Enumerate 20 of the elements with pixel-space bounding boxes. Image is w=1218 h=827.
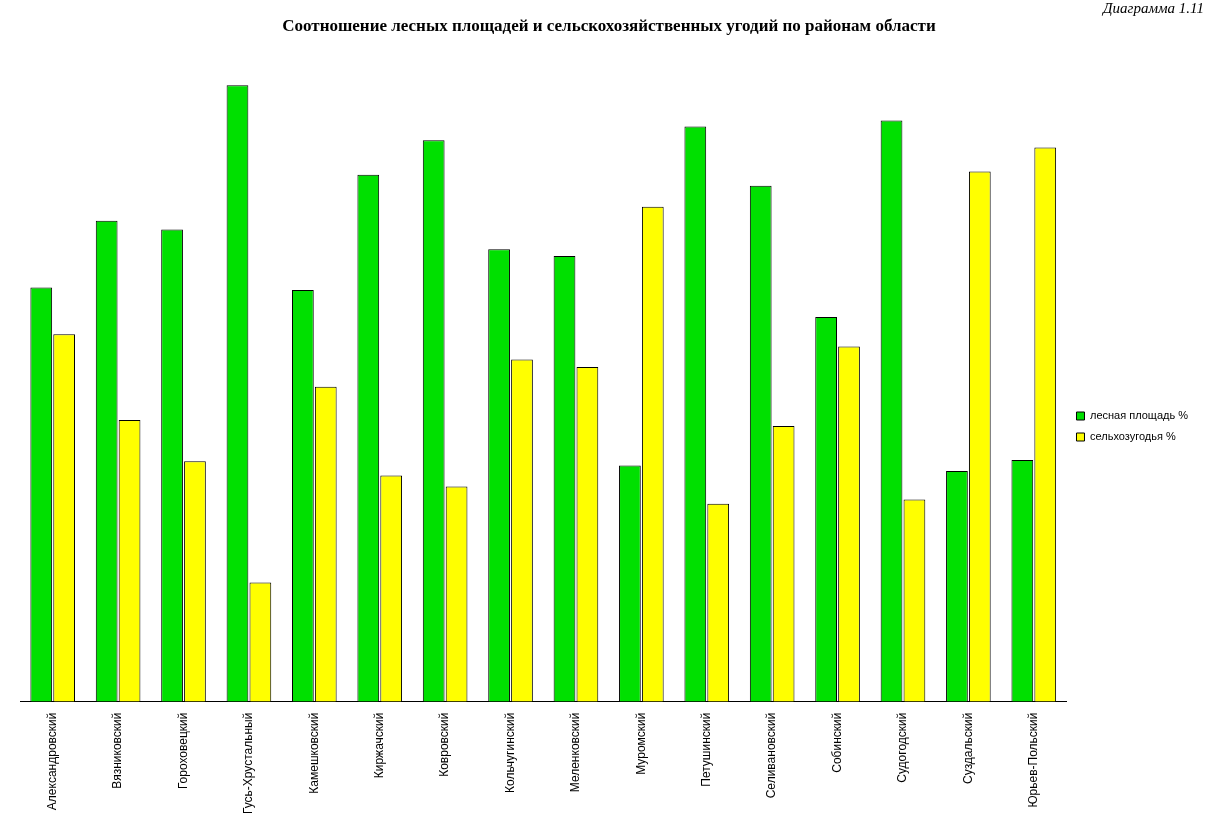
x-tick-label: Гороховецкий <box>175 712 190 790</box>
x-tick-label: Судогодский <box>895 712 910 783</box>
x-tick-label: Суздальский <box>960 712 975 785</box>
x-tick-label: Гусь-Хрустальный <box>241 712 256 815</box>
x-tick-label: Вязниковский <box>110 712 125 789</box>
text: Диаграмма 1.11 <box>1103 0 1204 17</box>
legend-label: лесная площадь % <box>1089 409 1189 422</box>
x-tick-label: Камешковский <box>306 712 321 794</box>
chart-title: Соотношение лесных площадей и сельскохозяйственных угодий по районам области <box>281 16 937 36</box>
x-tick-label: Ковровский <box>437 712 452 777</box>
legend-label: сельхозугодья % <box>1089 430 1176 443</box>
x-tick-label: Александровский <box>45 712 60 811</box>
x-tick-label: Кольчугинский <box>502 712 517 794</box>
x-tick-label: Киржачский <box>372 712 387 779</box>
x-tick-label: Петушинский <box>699 712 714 787</box>
x-tick-label: Муромский <box>633 712 648 775</box>
x-tick-label: Юрьев-Польский <box>1026 712 1041 808</box>
x-tick-label: Селивановский <box>764 712 779 799</box>
x-tick-label: Собинский <box>829 712 844 773</box>
x-tick-label: Меленковский <box>568 712 583 793</box>
